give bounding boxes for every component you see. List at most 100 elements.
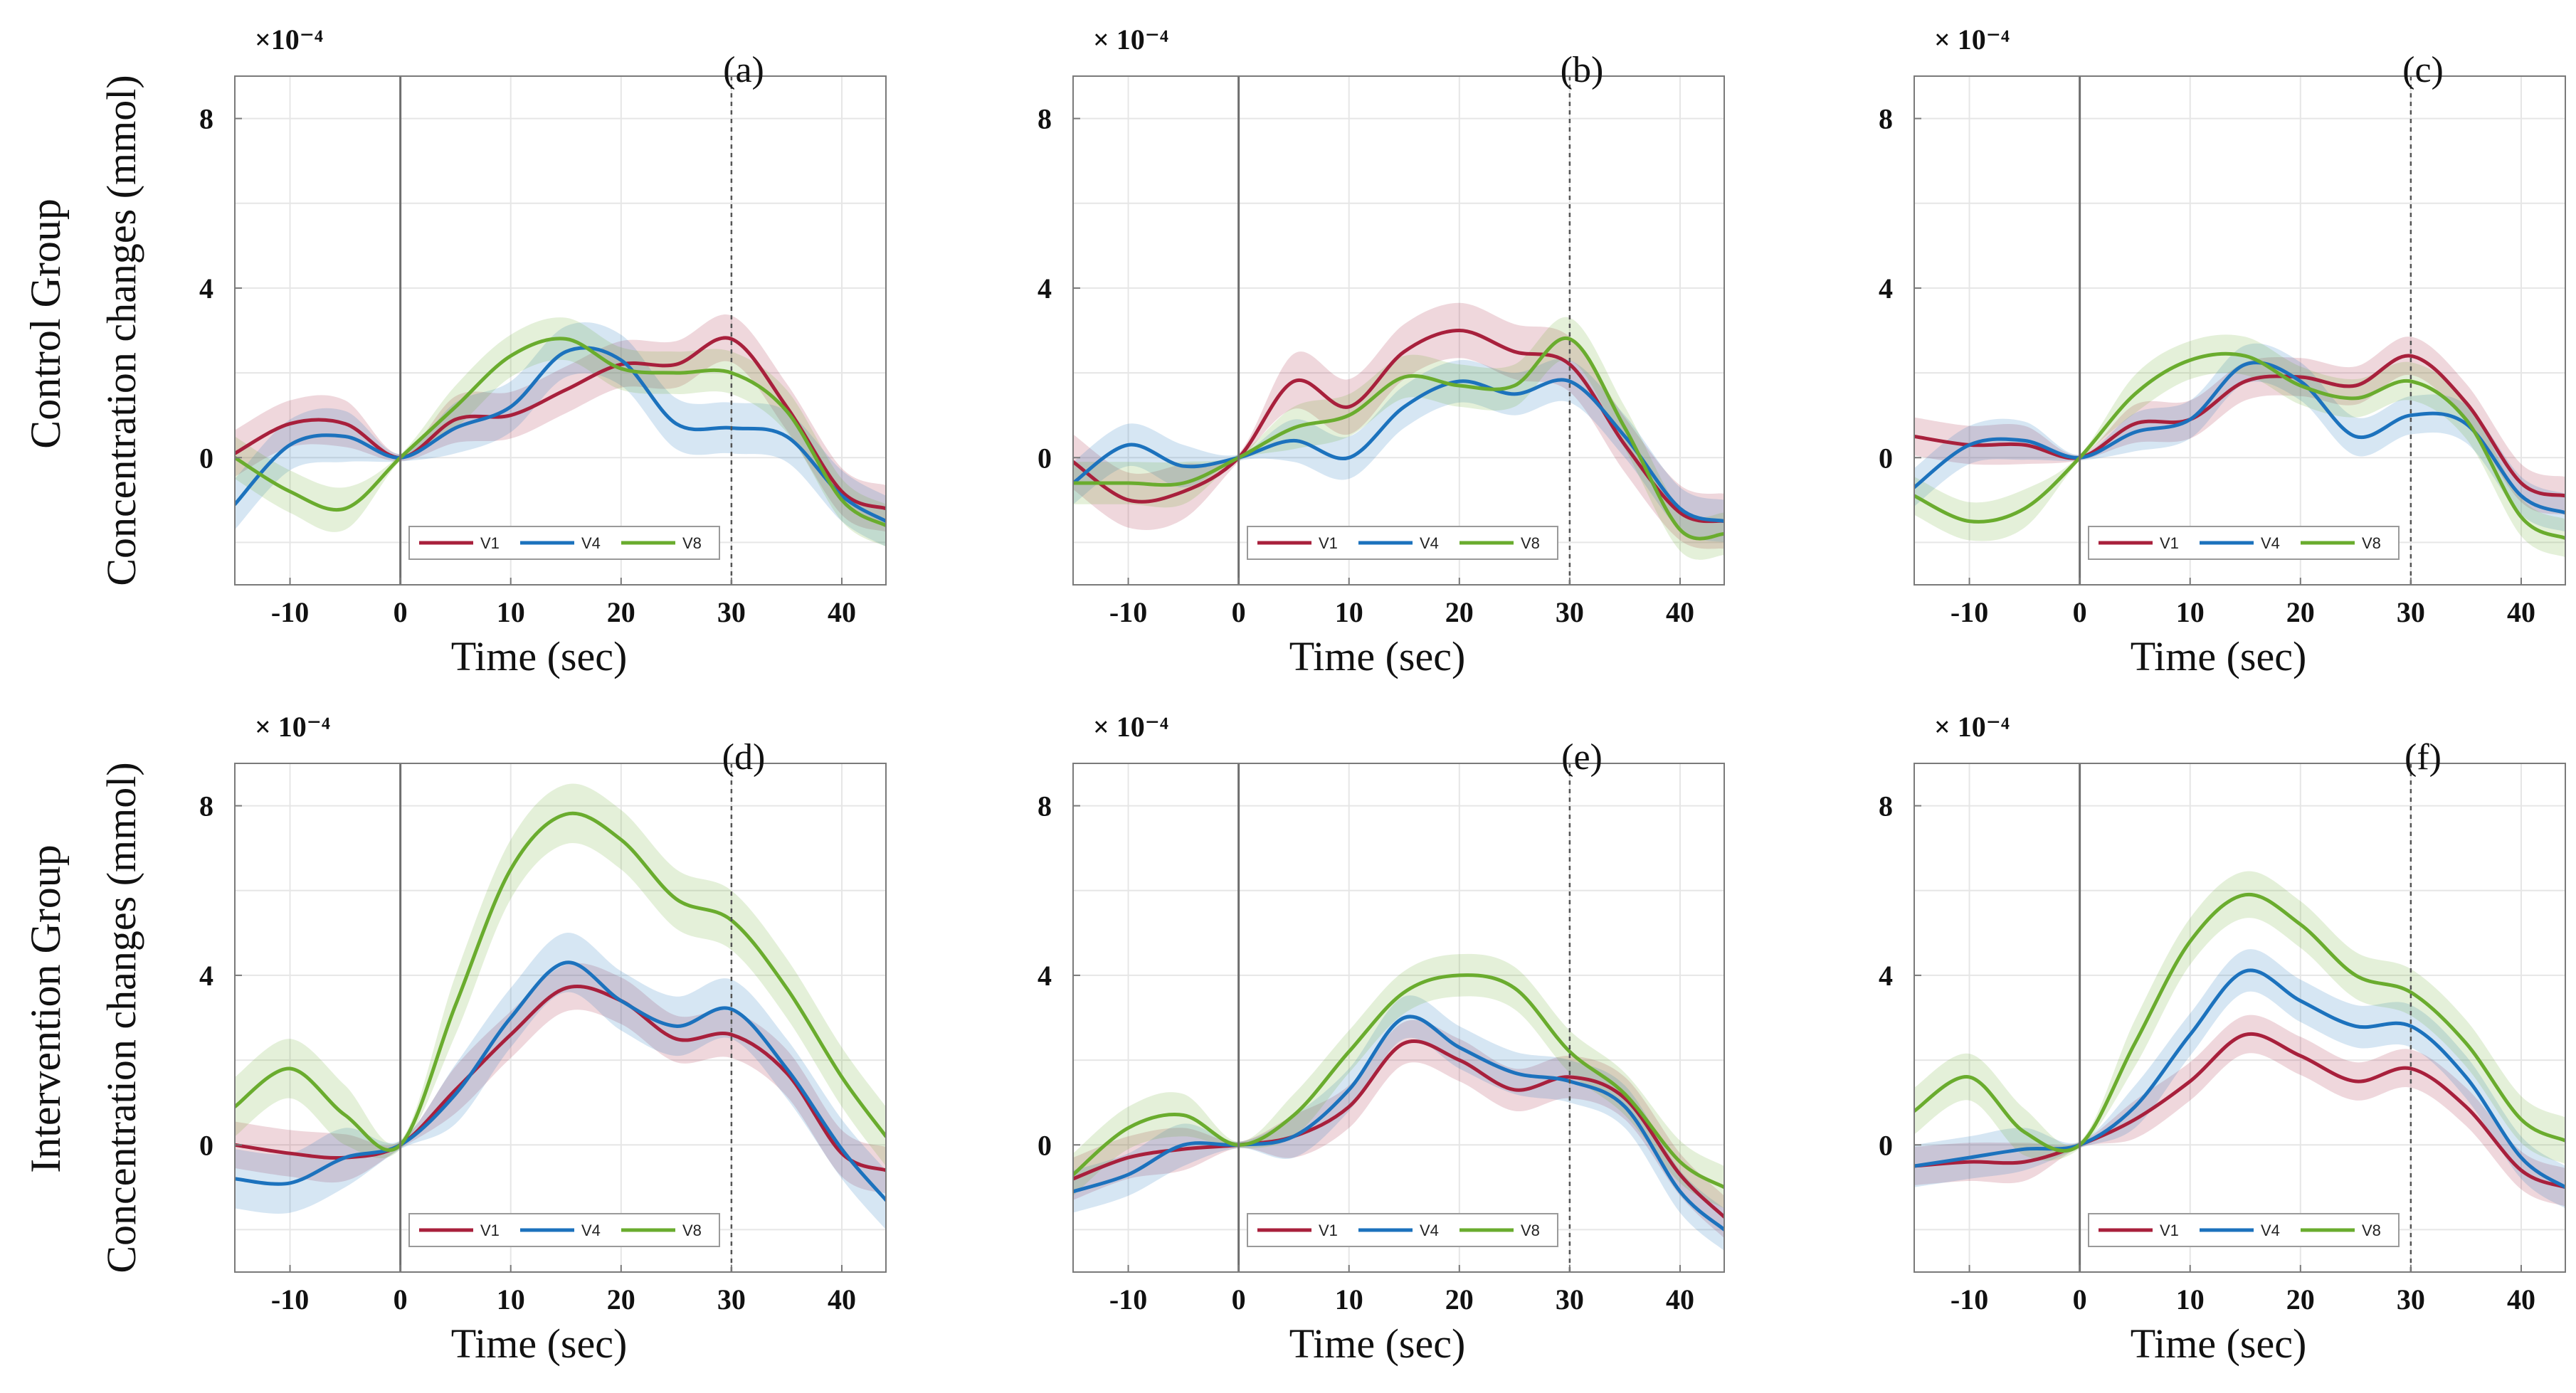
y-tick-label: 8: [1038, 790, 1052, 822]
x-tick-label: 40: [828, 1283, 856, 1315]
x-tick-label: 40: [828, 596, 856, 628]
series-line-v1: [1073, 328, 1724, 524]
series-line-v4: [1073, 1015, 1724, 1232]
x-tick-label: 20: [2286, 596, 2315, 628]
x-axis-label: Time (sec): [451, 633, 628, 679]
y-tick-label: 0: [1038, 442, 1052, 474]
legend-label-v1: V1: [1319, 1222, 1338, 1239]
y-tick-label: 0: [1038, 1129, 1052, 1161]
panel-label: (b): [1561, 50, 1604, 90]
x-tick-label: 20: [607, 596, 635, 628]
error-band-v1: [1914, 337, 2565, 515]
y-exponent-label: × 10⁻⁴: [255, 711, 330, 743]
y-exponent-label: ×10⁻⁴: [255, 23, 323, 55]
x-tick-label: 10: [497, 596, 525, 628]
series-line-v8: [1914, 351, 2565, 540]
error-band-v8: [1914, 334, 2565, 558]
x-tick-label: 30: [717, 596, 746, 628]
series-line-v1: [1073, 1039, 1724, 1219]
y-exponent-label: × 10⁻⁴: [1934, 711, 2010, 743]
x-tick-label: 30: [2397, 1283, 2425, 1315]
y-tick-label: 8: [1879, 103, 1893, 135]
axes-frame: [1072, 763, 1725, 1273]
y-tick-label: 8: [1879, 790, 1893, 822]
legend-label-v8: V8: [2362, 534, 2381, 552]
series-line-v8: [1073, 973, 1724, 1190]
x-tick-label: 10: [1335, 1283, 1363, 1315]
series-line-v4: [1914, 968, 2565, 1190]
x-tick-label: -10: [271, 1283, 309, 1315]
plot-area: [1073, 302, 1724, 560]
error-band-v4: [1914, 949, 2565, 1209]
error-band-v1: [1073, 1019, 1724, 1239]
error-band-v4: [1914, 343, 2565, 532]
y-tick-label: 4: [199, 272, 213, 304]
y-exponent-label: × 10⁻⁴: [1093, 711, 1168, 743]
legend: V1 V4 V8: [1247, 526, 1558, 560]
error-band-v1: [1073, 302, 1724, 549]
plot-area: [1914, 334, 2565, 558]
chart-panel-c: -10 0 10 20 30 40 0 4 8 × 10⁻⁴ (c) Time (sec) V1 V4 V8: [1879, 23, 2566, 679]
y-tick-label: 0: [199, 442, 213, 474]
error-band-v4: [1073, 359, 1724, 543]
legend-label-v1: V1: [2160, 1222, 2179, 1239]
x-tick-label: 20: [607, 1283, 635, 1315]
legend-label-v4: V4: [1420, 534, 1439, 552]
legend-label-v1: V1: [1319, 534, 1338, 552]
error-band-v8: [235, 317, 886, 547]
error-band-v4: [1073, 995, 1724, 1251]
legend-label-v1: V1: [480, 1222, 500, 1239]
axes-frame: [1913, 763, 2566, 1273]
x-tick-label: -10: [1109, 1283, 1147, 1315]
plot-area: [235, 314, 886, 547]
error-band-v1: [235, 963, 886, 1194]
axes-frame: [1913, 75, 2566, 586]
axes-frame: [234, 763, 887, 1273]
plot-area: [235, 783, 886, 1230]
x-tick-label: 0: [394, 1283, 408, 1315]
legend-label-v8: V8: [682, 534, 702, 552]
y-axis-label: Concentration changes (mmol): [98, 762, 144, 1273]
y-tick-label: 4: [1879, 272, 1893, 304]
legend-label-v4: V4: [2261, 1222, 2280, 1239]
y-tick-label: 4: [1879, 960, 1893, 992]
legend-label-v1: V1: [480, 534, 500, 552]
series-line-v4: [1073, 378, 1724, 524]
x-tick-label: -10: [1951, 596, 1988, 628]
chart-panel-a: -10 0 10 20 30 40 0 4 8 ×10⁻⁴ (a) Time (sec) Concent…: [98, 23, 887, 679]
y-axis-label: Concentration changes (mmol): [98, 75, 144, 586]
y-tick-label: 8: [199, 790, 213, 822]
x-tick-label: 30: [2397, 596, 2425, 628]
x-tick-label: 10: [497, 1283, 525, 1315]
x-tick-label: 10: [1335, 596, 1363, 628]
x-axis-label: Time (sec): [2131, 633, 2307, 679]
panel-label: (a): [723, 50, 764, 90]
y-tick-label: 0: [199, 1129, 213, 1161]
plot-area: [1914, 871, 2565, 1209]
legend-label-v4: V4: [581, 534, 601, 552]
x-tick-label: 20: [2286, 1283, 2315, 1315]
series-line-v4: [235, 960, 886, 1202]
legend: V1 V4 V8: [2088, 1213, 2400, 1247]
chart-panel-f: -10 0 10 20 30 40 0 4 8 × 10⁻⁴ (f) Time (sec) V1 V4 V8: [1879, 711, 2566, 1367]
series-line-v1: [1914, 1032, 2565, 1190]
chart-panel-b: -10 0 10 20 30 40 0 4 8 × 10⁻⁴ (b) Time (sec) V1 V4 V8: [1038, 23, 1725, 679]
y-tick-label: 0: [1879, 442, 1893, 474]
legend-label-v8: V8: [682, 1222, 702, 1239]
x-tick-label: 30: [1556, 1283, 1584, 1315]
row-label-control: Control Group: [22, 198, 69, 449]
series-line-v1: [235, 336, 886, 511]
x-tick-label: 40: [1666, 1283, 1694, 1315]
series-line-v8: [235, 811, 886, 1152]
x-axis-label: Time (sec): [451, 1320, 628, 1367]
legend-label-v8: V8: [1521, 1222, 1540, 1239]
x-tick-label: 40: [1666, 596, 1694, 628]
panel-label: (e): [1561, 737, 1603, 778]
legend: V1 V4 V8: [1247, 1213, 1558, 1247]
x-tick-label: -10: [1951, 1283, 1988, 1315]
error-band-v1: [1914, 1015, 2565, 1207]
chart-panel-d: -10 0 10 20 30 40 0 4 8 × 10⁻⁴ (d) Time (sec) Concen…: [98, 711, 887, 1367]
x-tick-label: 0: [1232, 596, 1246, 628]
series-line-v8: [235, 337, 886, 528]
x-axis-label: Time (sec): [2131, 1320, 2307, 1367]
